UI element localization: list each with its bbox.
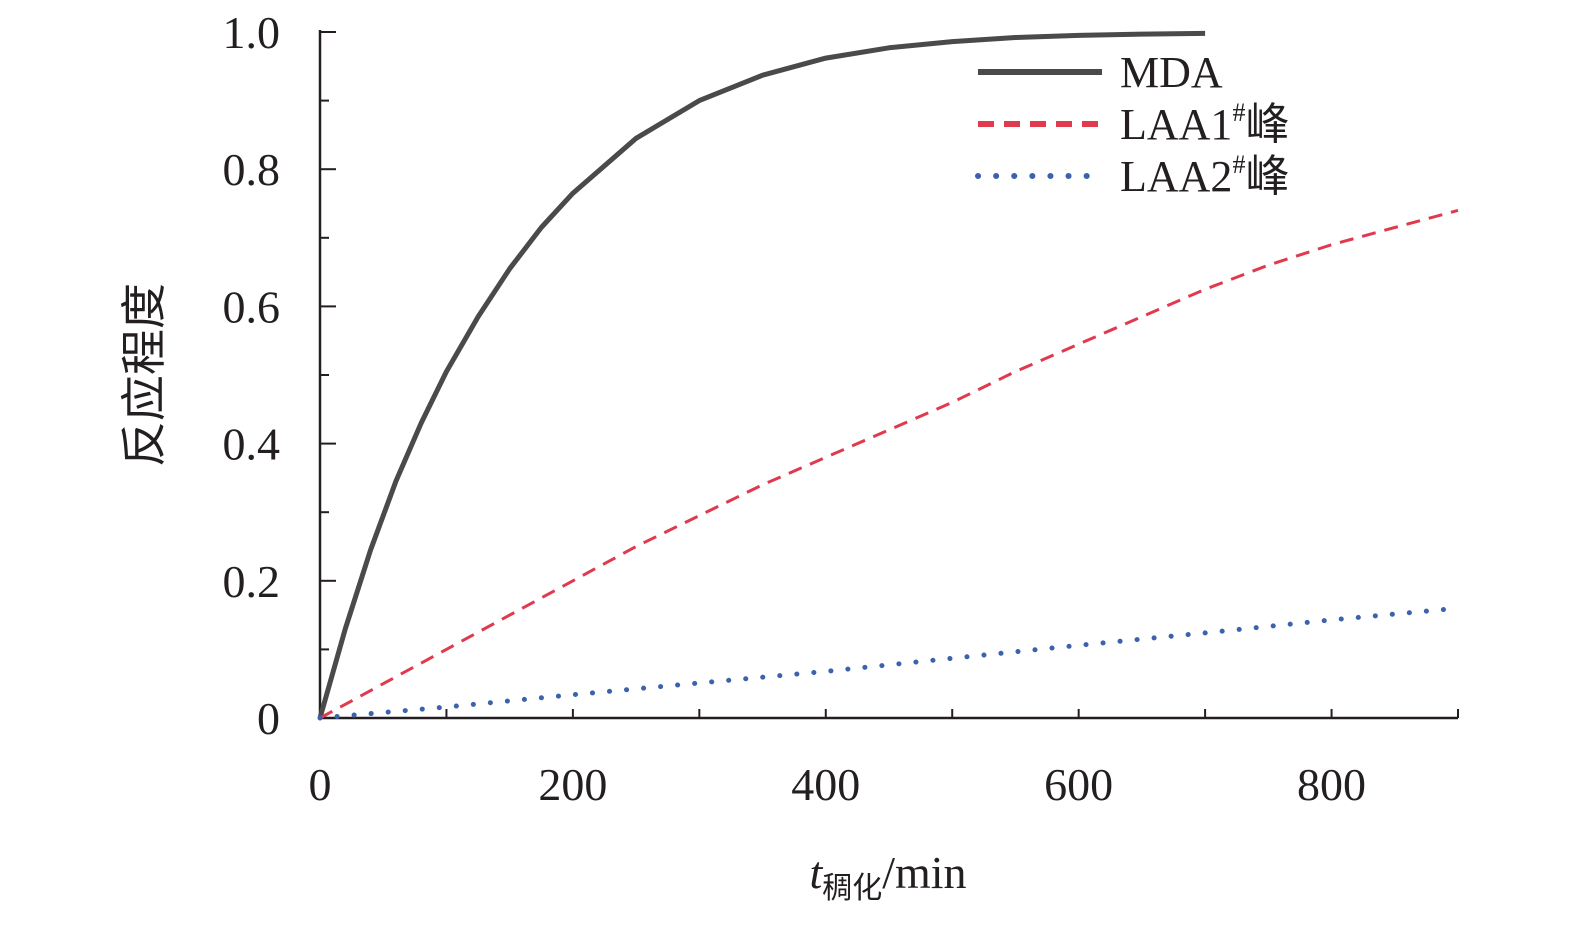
legend-label-laa1: LAA1#峰 xyxy=(1120,98,1289,149)
y-tick-label: 0.2 xyxy=(223,556,281,607)
x-axis-title-var: t xyxy=(809,847,823,898)
x-tick-label: 200 xyxy=(538,759,607,810)
plot-area xyxy=(317,30,1461,721)
series-line-laa2 xyxy=(317,605,1461,721)
y-tick-label: 0.4 xyxy=(223,419,281,470)
y-tick-label: 0.8 xyxy=(223,144,281,195)
legend-label-name: LAA1 xyxy=(1120,100,1232,149)
y-tick-label: 1.0 xyxy=(223,7,281,58)
x-axis-ticks: 0 200 400 600 800 xyxy=(309,709,1459,810)
legend-label-suffix: 峰 xyxy=(1245,152,1289,201)
y-tick-label: 0 xyxy=(257,693,280,744)
series-line-laa1 xyxy=(319,208,1459,720)
legend-label-superscript: # xyxy=(1232,98,1245,127)
x-tick-label: 0 xyxy=(309,759,332,810)
x-axis-title: t稠化/min xyxy=(809,847,966,905)
legend-label-superscript: # xyxy=(1232,150,1245,179)
legend-label-suffix: 峰 xyxy=(1245,100,1289,149)
legend-label-name: MDA xyxy=(1120,48,1223,97)
legend-label-mda: MDA xyxy=(1120,48,1223,97)
series-line-mda xyxy=(317,30,1206,719)
x-axis-title-subscript: 稠化 xyxy=(822,872,882,905)
y-axis-ticks: 0 0.2 0.4 0.6 0.8 1.0 xyxy=(223,7,336,744)
x-tick-label: 800 xyxy=(1297,759,1366,810)
x-tick-label: 400 xyxy=(791,759,860,810)
legend-label-name: LAA2 xyxy=(1120,152,1232,201)
y-tick-label: 0.6 xyxy=(223,281,281,332)
x-axis-title-unit: /min xyxy=(882,847,966,898)
x-tick-label: 600 xyxy=(1044,759,1113,810)
y-axis-title: 反应程度 xyxy=(119,283,170,467)
legend-label-laa2: LAA2#峰 xyxy=(1120,150,1289,201)
